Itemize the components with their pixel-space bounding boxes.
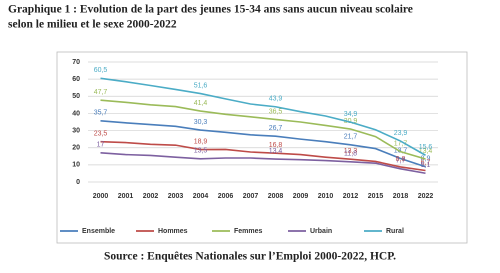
chart-title: Graphique 1 : Evolution de la part des j… (8, 4, 413, 16)
series-line (100, 99, 426, 160)
x-tick-label: 2015 (368, 193, 384, 200)
y-tick-label: 10 (72, 162, 80, 169)
x-tick-label: 2006 (218, 193, 234, 200)
legend-label: Ensemble (82, 228, 115, 235)
value-label: 60,5 (94, 67, 108, 74)
legend-label: Hommes (158, 228, 188, 235)
value-label: 6,7 (421, 159, 431, 166)
value-label: 15,6 (419, 144, 433, 151)
value-label: 47,7 (94, 89, 108, 96)
x-tick-label: 2002 (143, 193, 159, 200)
x-tick-label: 2001 (118, 193, 134, 200)
source: Source : Enquêtes Nationales sur l’Emplo… (104, 251, 396, 263)
value-label: 8,8 (396, 156, 406, 163)
value-label: 8,9 (421, 156, 431, 163)
value-label: 23,9 (394, 130, 408, 137)
value-label: 17 (97, 142, 105, 149)
series-line (100, 120, 426, 168)
x-tick-label: 2012 (343, 193, 359, 200)
value-label: 5,1 (421, 162, 431, 169)
value-label: 41,4 (194, 100, 208, 107)
value-label: 16,8 (269, 142, 283, 149)
x-tick-label: 2018 (393, 193, 409, 200)
value-label: 30,3 (194, 119, 208, 126)
y-tick-label: 70 (72, 59, 80, 66)
value-label: 7,7 (396, 158, 406, 165)
value-label: 51,6 (194, 82, 208, 89)
y-tick-label: 20 (72, 145, 80, 152)
x-tick-label: 2007 (243, 193, 259, 200)
legend-label: Urbain (310, 228, 332, 235)
value-label: 21,7 (344, 134, 358, 141)
series-line (100, 140, 426, 172)
value-label: 26,7 (269, 125, 283, 132)
series-line (100, 152, 426, 175)
x-tick-label: 2009 (293, 193, 309, 200)
x-tick-label: 2000 (93, 193, 109, 200)
value-label: 17,7 (394, 141, 408, 148)
value-label: 43,9 (269, 96, 283, 103)
y-tick-label: 30 (72, 127, 80, 134)
y-tick-label: 50 (72, 93, 80, 100)
value-label: 18,9 (194, 138, 208, 145)
x-tick-label: 2004 (193, 193, 209, 200)
x-tick-label: 2022 (418, 193, 434, 200)
value-label: 36,5 (269, 108, 283, 115)
chart-frame (56, 51, 468, 244)
legend-label: Femmes (234, 228, 263, 235)
value-label: 35,7 (94, 110, 108, 117)
value-label: 23,5 (94, 131, 108, 138)
x-tick-label: 2008 (268, 193, 284, 200)
legend-label: Rural (386, 228, 404, 235)
x-tick-label: 2010 (318, 193, 334, 200)
chart-subtitle: selon le milieu et le sexe 2000-2022 (8, 19, 177, 31)
value-label: 34,9 (344, 111, 358, 118)
value-label: 13,4 (269, 148, 283, 155)
y-tick-label: 40 (72, 110, 80, 117)
value-label: 11,8 (344, 151, 357, 158)
value-label: 13,3 (344, 148, 358, 155)
y-tick-label: 0 (76, 179, 80, 186)
value-label: 13,4 (419, 148, 433, 155)
series-line (100, 77, 426, 156)
x-tick-label: 2003 (168, 193, 184, 200)
y-tick-label: 60 (72, 76, 80, 83)
value-label: 13,5 (194, 148, 208, 155)
